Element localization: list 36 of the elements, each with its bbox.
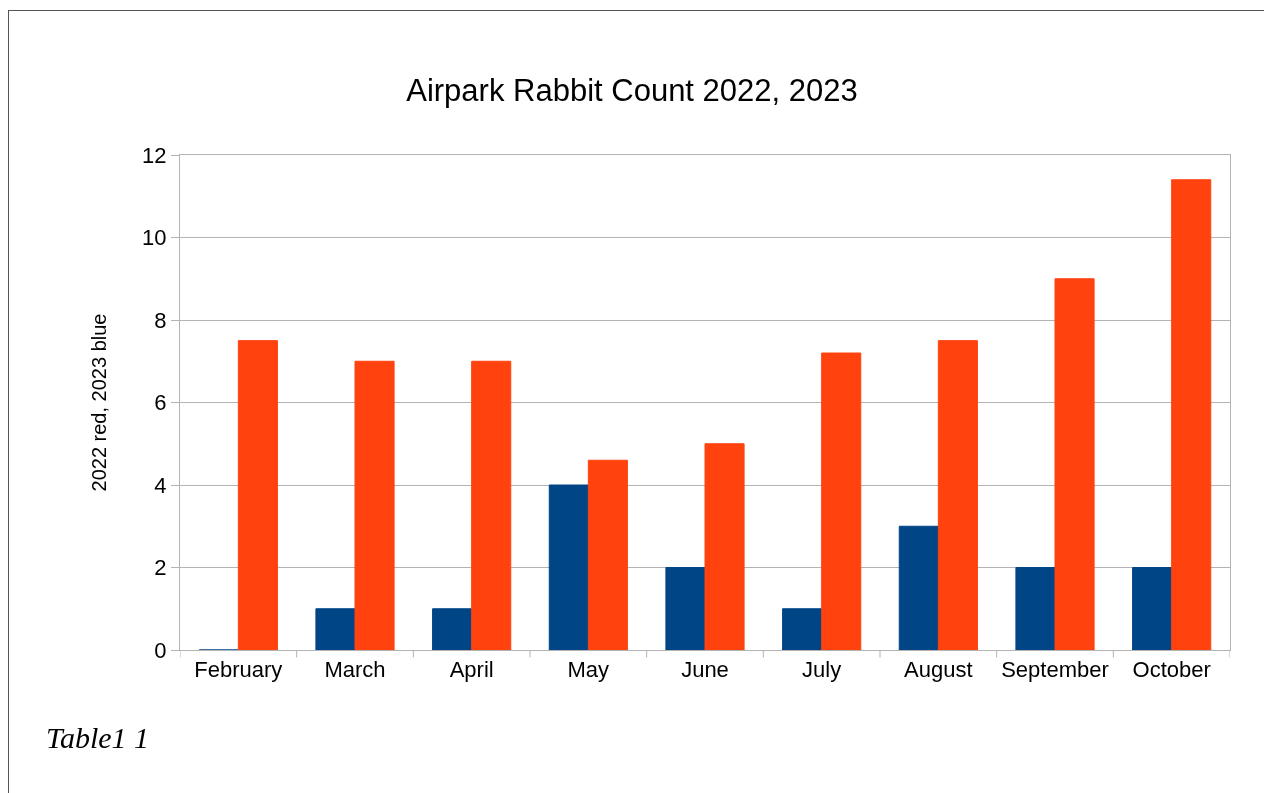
- y-tick-label: 2: [154, 555, 167, 581]
- bar: [354, 360, 395, 650]
- bar: [937, 340, 978, 650]
- chart-title: Airpark Rabbit Count 2022, 2023: [406, 73, 858, 108]
- bar: [1015, 567, 1056, 650]
- x-tick-label: July: [802, 657, 842, 683]
- y-tick-label: 12: [142, 142, 167, 168]
- bar: [237, 340, 278, 650]
- x-tick-label: February: [194, 657, 283, 683]
- bar: [587, 459, 628, 650]
- bar: [548, 484, 589, 650]
- x-tick-label: June: [681, 657, 729, 683]
- bar: [1054, 278, 1095, 650]
- y-tick-label: 8: [154, 307, 167, 333]
- bar: [471, 360, 512, 650]
- bar: [821, 352, 862, 650]
- y-axis-title: 2022 red, 2023 blue: [87, 313, 110, 492]
- x-tick-label: April: [449, 657, 494, 683]
- x-tick-label: October: [1132, 657, 1211, 683]
- bar: [315, 608, 356, 650]
- y-tick-label: 4: [154, 472, 167, 498]
- bar: [1132, 567, 1173, 650]
- bar: [782, 608, 823, 650]
- x-tick-label: March: [324, 657, 386, 683]
- bar: [432, 608, 473, 650]
- x-tick-label: August: [904, 657, 973, 683]
- y-tick-label: 6: [154, 390, 167, 416]
- caption: Table1 1: [46, 721, 150, 754]
- bar: [1171, 179, 1212, 650]
- y-tick-label: 10: [142, 225, 167, 251]
- x-tick-label: May: [567, 657, 610, 683]
- y-tick-label: 0: [154, 637, 167, 663]
- bar: [704, 443, 745, 650]
- bar: [898, 525, 939, 650]
- x-tick-label: September: [1001, 657, 1109, 683]
- bar: [665, 567, 706, 650]
